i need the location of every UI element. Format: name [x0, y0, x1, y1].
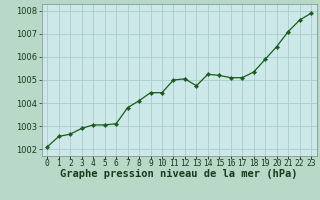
X-axis label: Graphe pression niveau de la mer (hPa): Graphe pression niveau de la mer (hPa) — [60, 169, 298, 179]
